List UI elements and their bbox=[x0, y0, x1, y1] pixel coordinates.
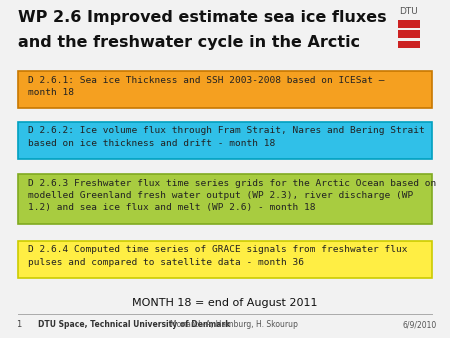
Text: D 2.6.1: Sea ice Thickness and SSH 2003-2008 based on ICESat –
month 18: D 2.6.1: Sea ice Thickness and SSH 2003-… bbox=[28, 76, 384, 97]
Text: MONTH 18 = end of August 2011: MONTH 18 = end of August 2011 bbox=[132, 298, 318, 308]
Text: and the freshwater cycle in the Arctic: and the freshwater cycle in the Arctic bbox=[18, 35, 360, 50]
Text: 1: 1 bbox=[16, 320, 21, 330]
Text: D 2.6.4 Computed time series of GRACE signals from freshwater flux
pulses and co: D 2.6.4 Computed time series of GRACE si… bbox=[28, 245, 407, 267]
Text: DTU Space, Technical University of Denmark: DTU Space, Technical University of Denma… bbox=[38, 320, 230, 330]
Text: Monarch-A, Hamburg, H. Skourup: Monarch-A, Hamburg, H. Skourup bbox=[170, 320, 298, 330]
FancyBboxPatch shape bbox=[18, 241, 432, 278]
Text: WP 2.6 Improved estimate sea ice fluxes: WP 2.6 Improved estimate sea ice fluxes bbox=[18, 10, 387, 25]
FancyBboxPatch shape bbox=[18, 174, 432, 224]
Text: DTU: DTU bbox=[399, 7, 418, 17]
FancyBboxPatch shape bbox=[398, 41, 420, 48]
FancyBboxPatch shape bbox=[18, 122, 432, 159]
FancyBboxPatch shape bbox=[398, 20, 420, 28]
Text: D 2.6.2: Ice volume flux through Fram Strait, Nares and Bering Strait
based on i: D 2.6.2: Ice volume flux through Fram St… bbox=[28, 126, 425, 148]
Text: 6/9/2010: 6/9/2010 bbox=[402, 320, 436, 330]
FancyBboxPatch shape bbox=[398, 30, 420, 38]
FancyBboxPatch shape bbox=[18, 71, 432, 108]
Text: D 2.6.3 Freshwater flux time series grids for the Arctic Ocean based on
modelled: D 2.6.3 Freshwater flux time series grid… bbox=[28, 179, 436, 213]
